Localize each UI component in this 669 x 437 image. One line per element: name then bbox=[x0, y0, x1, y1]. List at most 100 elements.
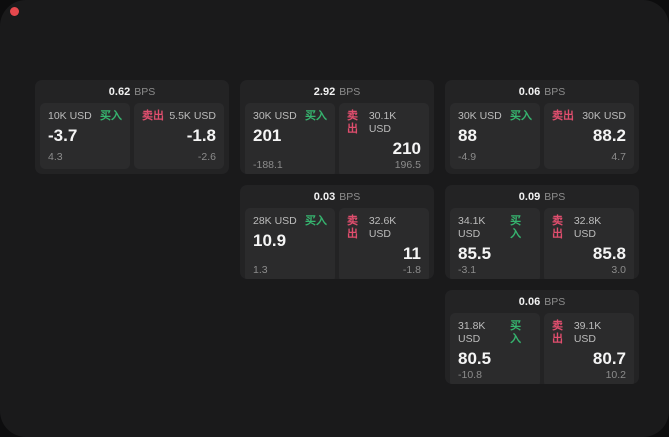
sell-panel-top: 卖出 30K USD bbox=[552, 110, 626, 123]
bps-unit-label: BPS bbox=[544, 295, 566, 308]
buy-price: 80.5 bbox=[458, 349, 492, 368]
quote-card: 2.92 BPS 30K USD 买入 201 -188.1 卖出 30.1K … bbox=[240, 80, 434, 174]
buy-panel-top: 34.1K USD 买入 bbox=[458, 215, 532, 241]
buy-tag: 买入 bbox=[510, 320, 522, 345]
bps-unit-label: BPS bbox=[544, 190, 566, 203]
sell-quote-panel[interactable]: 卖出 30K USD 88.2 4.7 bbox=[544, 103, 634, 169]
sell-price: 85.8 bbox=[592, 244, 626, 263]
sell-quote-panel[interactable]: 卖出 32.8K USD 85.8 3.0 bbox=[544, 208, 634, 279]
buy-tag: 买入 bbox=[510, 215, 522, 240]
buy-quote-panel[interactable]: 30K USD 买入 88 -4.9 bbox=[450, 103, 540, 169]
buy-delta: -3.1 bbox=[458, 264, 477, 276]
sell-panel-top: 卖出 32.8K USD bbox=[552, 215, 626, 241]
buy-notional: 28K USD bbox=[253, 215, 297, 227]
bps-unit-label: BPS bbox=[339, 190, 361, 203]
bps-value: 0.09 bbox=[518, 190, 541, 203]
buy-delta: 4.3 bbox=[48, 151, 63, 163]
card-header: 0.06 BPS bbox=[445, 80, 639, 103]
buy-notional: 34.1K USD bbox=[458, 215, 486, 240]
buy-delta: -4.9 bbox=[458, 151, 477, 163]
sell-delta: 4.7 bbox=[611, 151, 626, 163]
buy-notional: 10K USD bbox=[48, 110, 92, 122]
buy-delta: -10.8 bbox=[458, 369, 482, 381]
quote-card: 0.03 BPS 28K USD 买入 10.9 1.3 卖出 32.6K US… bbox=[240, 185, 434, 279]
bps-value: 0.03 bbox=[313, 190, 336, 203]
quote-card: 0.62 BPS 10K USD 买入 -3.7 4.3 卖出 5.5K USD bbox=[35, 80, 229, 174]
card-header: 0.06 BPS bbox=[445, 290, 639, 313]
sell-tag: 卖出 bbox=[552, 110, 574, 122]
bps-unit-label: BPS bbox=[134, 85, 156, 98]
buy-tag: 买入 bbox=[100, 110, 122, 122]
sell-notional: 32.8K USD bbox=[573, 215, 602, 240]
buy-tag: 买入 bbox=[305, 215, 327, 227]
buy-quote-panel[interactable]: 28K USD 买入 10.9 1.3 bbox=[245, 208, 335, 279]
sell-panel-top: 卖出 32.6K USD bbox=[347, 215, 421, 241]
buy-quote-panel[interactable]: 31.8K USD 买入 80.5 -10.8 bbox=[450, 313, 540, 384]
buy-quote-panel[interactable]: 10K USD 买入 -3.7 4.3 bbox=[40, 103, 130, 169]
buy-panel-top: 30K USD 买入 bbox=[458, 110, 532, 123]
quote-card-grid: 0.62 BPS 10K USD 买入 -3.7 4.3 卖出 5.5K USD bbox=[35, 80, 639, 384]
sell-price: -1.8 bbox=[186, 126, 216, 145]
sell-quote-panel[interactable]: 卖出 39.1K USD 80.7 10.2 bbox=[544, 313, 634, 384]
quote-card: 0.09 BPS 34.1K USD 买入 85.5 -3.1 卖出 32.8K… bbox=[445, 185, 639, 279]
buy-panel-top: 31.8K USD 买入 bbox=[458, 320, 532, 346]
buy-price: 10.9 bbox=[253, 231, 287, 250]
buy-tag: 买入 bbox=[305, 110, 327, 122]
buy-price: -3.7 bbox=[48, 126, 78, 145]
bps-value: 0.06 bbox=[518, 295, 541, 308]
buy-price: 88 bbox=[458, 126, 477, 145]
buy-delta: -188.1 bbox=[253, 159, 283, 171]
sell-delta: -2.6 bbox=[197, 151, 216, 163]
sell-tag: 卖出 bbox=[142, 110, 164, 122]
buy-notional: 31.8K USD bbox=[458, 320, 486, 345]
sell-tag: 卖出 bbox=[347, 215, 358, 240]
card-header: 2.92 BPS bbox=[240, 80, 434, 103]
record-dot-icon bbox=[10, 7, 19, 16]
quote-panels: 34.1K USD 买入 85.5 -3.1 卖出 32.8K USD 85.8… bbox=[445, 208, 639, 279]
sell-quote-panel[interactable]: 卖出 30.1K USD 210 196.5 bbox=[339, 103, 429, 174]
bps-value: 0.62 bbox=[108, 85, 131, 98]
sell-price: 11 bbox=[403, 244, 421, 263]
sell-panel-top: 卖出 39.1K USD bbox=[552, 320, 626, 346]
bps-value: 0.06 bbox=[518, 85, 541, 98]
sell-delta: -1.8 bbox=[402, 264, 421, 276]
sell-tag: 卖出 bbox=[552, 320, 563, 345]
buy-price: 201 bbox=[253, 126, 282, 145]
sell-delta: 196.5 bbox=[394, 159, 421, 171]
quote-panels: 31.8K USD 买入 80.5 -10.8 卖出 39.1K USD 80.… bbox=[445, 313, 639, 384]
sell-panel-top: 卖出 30.1K USD bbox=[347, 110, 421, 136]
sell-panel-top: 卖出 5.5K USD bbox=[142, 110, 216, 123]
card-header: 0.09 BPS bbox=[445, 185, 639, 208]
buy-price: 85.5 bbox=[458, 244, 492, 263]
card-header: 0.03 BPS bbox=[240, 185, 434, 208]
sell-price: 88.2 bbox=[592, 126, 626, 145]
quote-panels: 10K USD 买入 -3.7 4.3 卖出 5.5K USD -1.8 -2.… bbox=[35, 103, 229, 174]
card-header: 0.62 BPS bbox=[35, 80, 229, 103]
sell-tag: 卖出 bbox=[347, 110, 358, 135]
buy-panel-top: 30K USD 买入 bbox=[253, 110, 327, 123]
sell-notional: 5.5K USD bbox=[169, 110, 216, 122]
sell-delta: 10.2 bbox=[605, 369, 626, 381]
quote-panels: 30K USD 买入 88 -4.9 卖出 30K USD 88.2 4.7 bbox=[445, 103, 639, 174]
quote-card: 0.06 BPS 31.8K USD 买入 80.5 -10.8 卖出 39.1… bbox=[445, 290, 639, 384]
buy-delta: 1.3 bbox=[253, 264, 268, 276]
quote-panels: 28K USD 买入 10.9 1.3 卖出 32.6K USD 11 -1.8 bbox=[240, 208, 434, 279]
sell-notional: 30.1K USD bbox=[368, 110, 397, 135]
buy-quote-panel[interactable]: 34.1K USD 买入 85.5 -3.1 bbox=[450, 208, 540, 279]
sell-notional: 30K USD bbox=[582, 110, 626, 122]
sell-quote-panel[interactable]: 卖出 32.6K USD 11 -1.8 bbox=[339, 208, 429, 279]
buy-notional: 30K USD bbox=[458, 110, 502, 122]
quote-card: 0.06 BPS 30K USD 买入 88 -4.9 卖出 30K USD bbox=[445, 80, 639, 174]
buy-quote-panel[interactable]: 30K USD 买入 201 -188.1 bbox=[245, 103, 335, 174]
buy-panel-top: 28K USD 买入 bbox=[253, 215, 327, 228]
sell-quote-panel[interactable]: 卖出 5.5K USD -1.8 -2.6 bbox=[134, 103, 224, 169]
buy-notional: 30K USD bbox=[253, 110, 297, 122]
sell-notional: 32.6K USD bbox=[368, 215, 397, 240]
bps-unit-label: BPS bbox=[339, 85, 361, 98]
sell-tag: 卖出 bbox=[552, 215, 563, 240]
buy-tag: 买入 bbox=[510, 110, 532, 122]
bps-unit-label: BPS bbox=[544, 85, 566, 98]
sell-price: 80.7 bbox=[592, 349, 626, 368]
quote-panels: 30K USD 买入 201 -188.1 卖出 30.1K USD 210 1… bbox=[240, 103, 434, 174]
